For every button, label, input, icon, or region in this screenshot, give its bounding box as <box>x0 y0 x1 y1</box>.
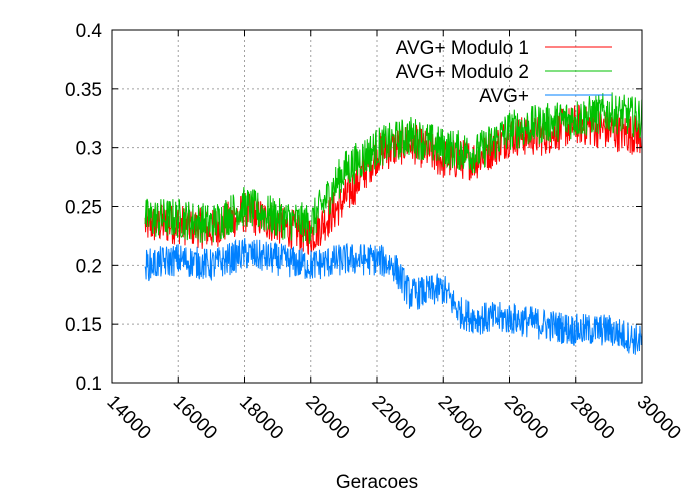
legend-label-1: AVG+ Modulo 1 <box>396 38 529 59</box>
y-tick-label: 0.2 <box>76 256 102 277</box>
x-tick-label: 24000 <box>434 392 486 444</box>
y-tick-label: 0.3 <box>76 139 102 160</box>
x-tick-label: 20000 <box>301 392 353 444</box>
series-line-3 <box>144 238 643 355</box>
y-tick-label: 0.25 <box>65 198 102 219</box>
series-line-1 <box>144 104 643 255</box>
series-line-2 <box>144 92 643 244</box>
y-tick-label: 0.15 <box>65 315 102 336</box>
x-tick-label: 22000 <box>367 392 419 444</box>
axis-ticks: 14000 16000 18000 20000 22000 24000 26000 28000… <box>65 21 685 444</box>
plot-series <box>144 92 643 355</box>
x-axis-label: Geracoes <box>336 472 418 493</box>
x-tick-label: 26000 <box>500 392 552 444</box>
x-tick-label: 28000 <box>566 392 618 444</box>
legend: AVG+ Modulo 1 AVG+ Modulo 2 AVG+ <box>396 38 612 107</box>
x-tick-label: 30000 <box>632 392 684 444</box>
legend-label-3: AVG+ <box>479 86 529 107</box>
x-tick-label: 14000 <box>102 392 154 444</box>
x-tick-label: 18000 <box>235 392 287 444</box>
y-tick-label: 0.35 <box>65 80 102 101</box>
y-tick-label: 0.1 <box>76 374 102 395</box>
legend-label-2: AVG+ Modulo 2 <box>396 62 529 83</box>
x-tick-label: 16000 <box>169 392 221 444</box>
y-tick-label: 0.4 <box>76 21 103 42</box>
